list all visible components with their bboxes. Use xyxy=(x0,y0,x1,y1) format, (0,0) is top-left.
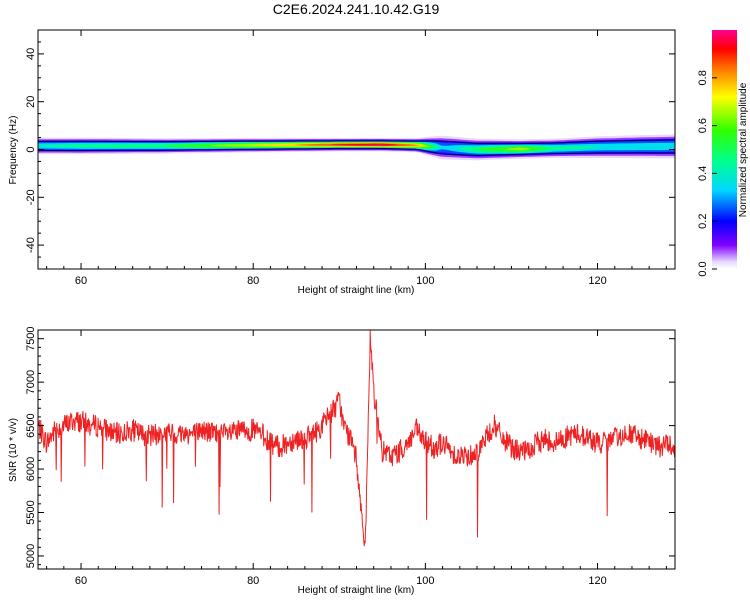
colorbar-label: Normalized spectral amplitude xyxy=(738,82,749,217)
spectrogram-xtick-label: 120 xyxy=(588,275,606,287)
spectrogram-y-label: Frequency (Hz) xyxy=(8,116,19,185)
spectrogram-ytick-label: 0 xyxy=(25,146,37,152)
spectrogram-ytick-label: -20 xyxy=(25,189,37,205)
snr-panel: 60 80 100 120 7500 7000 6500 6000 5500 5000 Heigh… xyxy=(8,326,676,596)
spectrogram-upper-edge xyxy=(38,139,675,145)
snr-y-label: SNR (10 * v/v) xyxy=(8,418,19,482)
colorbar-gradient xyxy=(712,30,737,269)
snr-xtick-label: 120 xyxy=(588,575,606,587)
spectrogram-x-label: Height of straight line (km) xyxy=(298,285,415,296)
colorbar-tick-label: 0.8 xyxy=(697,70,709,85)
spectrogram-ytick-label: 20 xyxy=(25,96,37,108)
snr-xtick-label: 80 xyxy=(247,575,259,587)
snr-ytick-label: 7000 xyxy=(25,370,37,394)
spectrogram-xtick-label: 100 xyxy=(416,275,434,287)
colorbar: 0.0 0.2 0.4 0.6 0.8 Normalized spectral ampl… xyxy=(697,30,749,277)
snr-xtick-label: 100 xyxy=(416,575,434,587)
spectrogram-lower-edge xyxy=(38,147,675,156)
spectrogram-contour-8 xyxy=(38,142,675,150)
spectrogram-ytick-label: 40 xyxy=(25,48,37,60)
snr-ytick-label: 6500 xyxy=(25,413,37,437)
snr-ytick-label: 5000 xyxy=(25,544,37,568)
spectrogram-xtick-label: 80 xyxy=(247,275,259,287)
snr-series-line xyxy=(38,330,675,547)
snr-x-label: Height of straight line (km) xyxy=(298,585,415,596)
colorbar-tick-label: 0.0 xyxy=(697,261,709,276)
spectrogram-ytick-label: -40 xyxy=(25,237,37,253)
snr-xtick-label: 60 xyxy=(75,575,87,587)
chart-title: C2E6.2024.241.10.42.G19 xyxy=(273,1,440,17)
snr-ytick-label: 6000 xyxy=(25,457,37,481)
snr-ytick-label: 5500 xyxy=(25,500,37,524)
snr-ytick-label: 7500 xyxy=(25,326,37,350)
colorbar-tick-label: 0.4 xyxy=(697,166,709,181)
colorbar-tick-label: 0.2 xyxy=(697,214,709,229)
colorbar-tick-label: 0.6 xyxy=(697,118,709,133)
spectrogram-contour-10 xyxy=(38,143,675,150)
spectrogram-panel: 60 80 100 120 40 20 0 -20 -40 Height of straight… xyxy=(8,29,676,296)
spectrogram-xtick-label: 60 xyxy=(75,275,87,287)
